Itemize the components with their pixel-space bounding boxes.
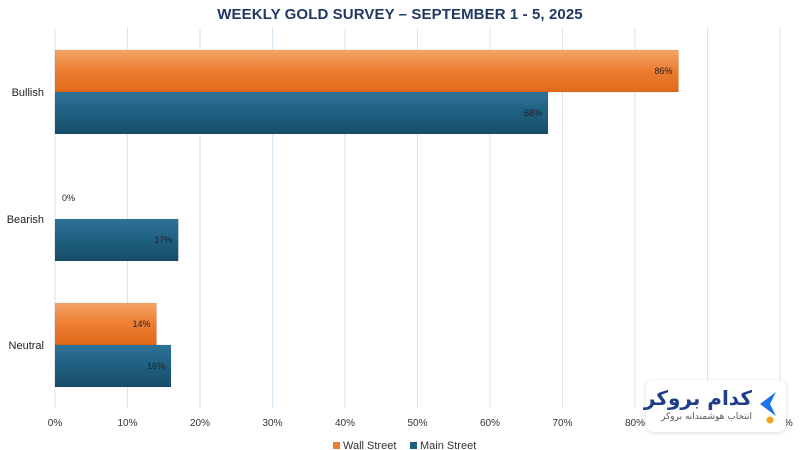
brand-logo: کدام بروکر انتخاب هوشمندانه بروکر — [643, 380, 786, 432]
logo-main-text: کدام بروکر — [643, 386, 752, 410]
data-label: 0% — [62, 193, 75, 203]
legend-label: Main Street — [420, 440, 476, 450]
x-tick-label: 0% — [48, 418, 63, 429]
data-label: 17% — [154, 235, 172, 245]
x-tick-label: 40% — [335, 418, 355, 429]
legend-label: Wall Street — [343, 440, 396, 450]
x-tick-label: 30% — [262, 418, 282, 429]
chevron-left-icon — [760, 392, 776, 424]
category-label: Bullish — [12, 87, 44, 99]
x-tick-label: 20% — [190, 418, 210, 429]
x-tick-label: 10% — [117, 418, 137, 429]
data-label: 16% — [147, 361, 165, 371]
x-tick-label: 60% — [480, 418, 500, 429]
data-label: 14% — [132, 319, 150, 329]
logo-sub-text: انتخاب هوشمندانه بروکر — [661, 412, 752, 422]
legend-swatch — [410, 442, 417, 449]
legend-swatch — [333, 442, 340, 449]
data-label: 86% — [654, 66, 672, 76]
main-street-bar — [54, 91, 549, 135]
category-label: Neutral — [9, 340, 44, 352]
x-tick-label: 70% — [552, 418, 572, 429]
wall-street-bar — [54, 49, 679, 93]
category-label: Bearish — [7, 214, 44, 226]
chart-title: WEEKLY GOLD SURVEY – SEPTEMBER 1 - 5, 20… — [217, 6, 583, 23]
wall-street-bar — [54, 302, 157, 346]
x-tick-label: 80% — [625, 418, 645, 429]
x-tick-label: 50% — [407, 418, 427, 429]
main-street-bar — [54, 218, 179, 262]
main-street-bar — [54, 344, 172, 388]
data-label: 68% — [524, 108, 542, 118]
